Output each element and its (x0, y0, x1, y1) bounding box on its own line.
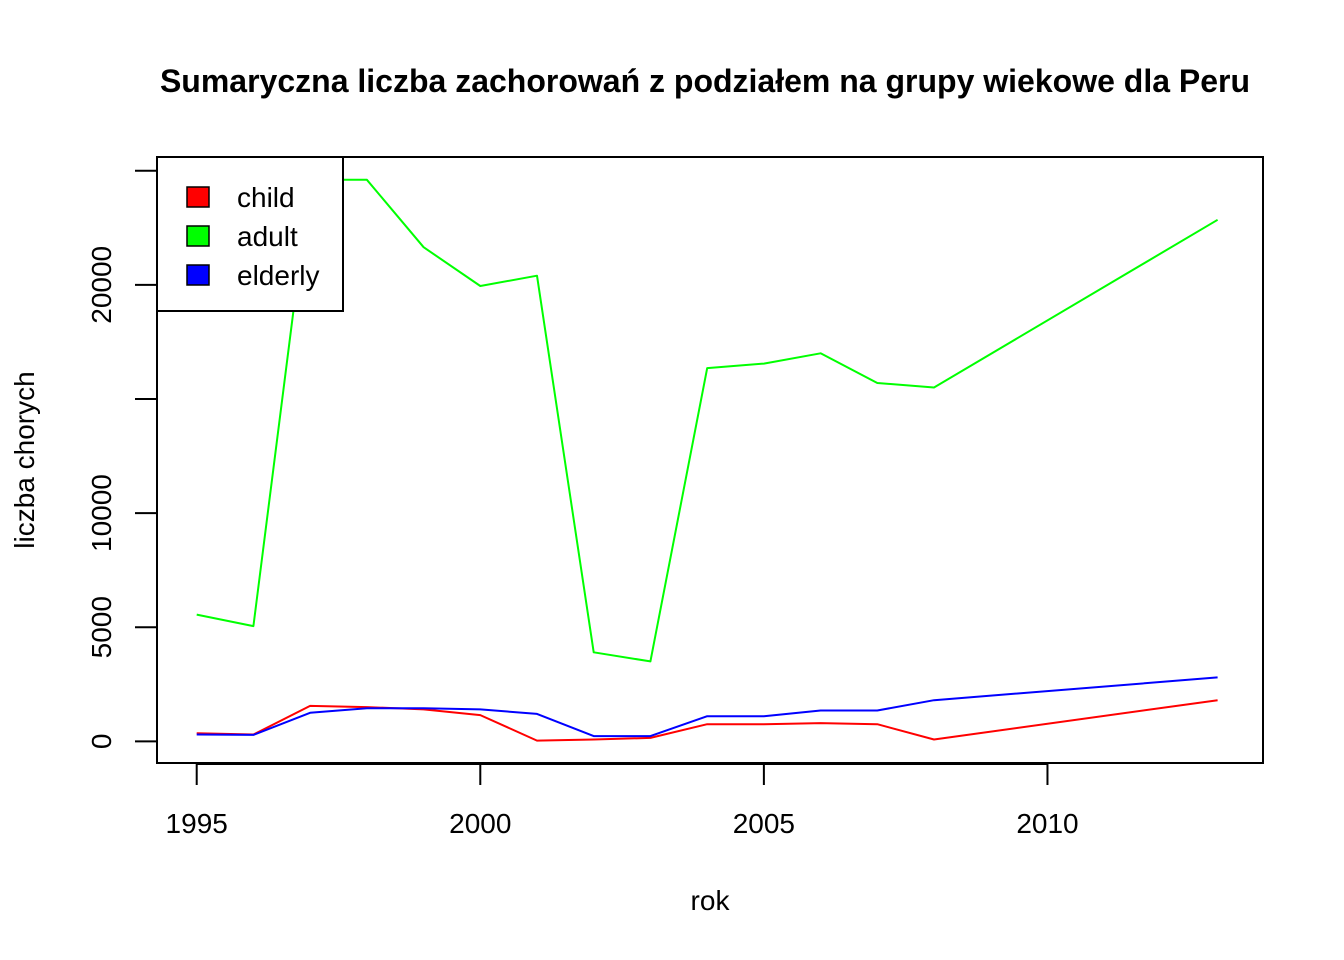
series-line-adult (196, 178, 1219, 663)
y-tick-label: 0 (86, 734, 117, 750)
legend-swatch-adult (186, 225, 210, 247)
legend-swatch-elderly (186, 264, 210, 286)
y-axis-label: liczba chorych (9, 371, 40, 548)
x-tick-label: 2010 (1016, 808, 1078, 839)
legend-label-child: child (237, 182, 295, 213)
y-tick-label: 20000 (86, 246, 117, 324)
chart-title: Sumaryczna liczba zachorowań z podziałem… (160, 63, 1250, 99)
x-tick-label: 2000 (449, 808, 511, 839)
y-tick-label: 10000 (86, 474, 117, 552)
x-tick-label: 2005 (733, 808, 795, 839)
plot-area: 1995 2000 2005 2010 0 5000 10000 20000 child adul… (86, 156, 1264, 839)
legend-swatch-child (186, 186, 210, 208)
legend-label-elderly: elderly (237, 260, 319, 291)
x-axis-label: rok (691, 885, 731, 916)
x-tick-label: 1995 (166, 808, 228, 839)
legend: child adult elderly (156, 156, 344, 312)
series-line-child (196, 699, 1218, 742)
series-line-elderly (196, 676, 1218, 738)
y-tick-label: 5000 (86, 596, 117, 658)
legend-label-adult: adult (237, 221, 298, 252)
